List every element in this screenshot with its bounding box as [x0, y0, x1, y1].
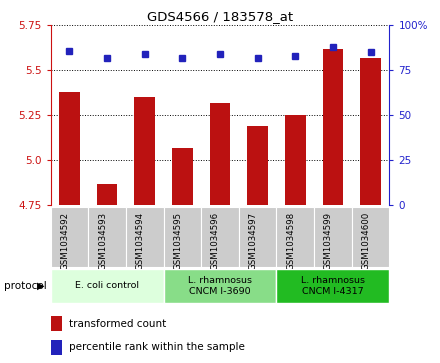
Bar — [352, 207, 389, 267]
Bar — [59, 92, 80, 205]
Text: GSM1034595: GSM1034595 — [173, 212, 182, 270]
Bar — [314, 207, 352, 267]
Text: GSM1034597: GSM1034597 — [249, 212, 258, 270]
Text: protocol: protocol — [4, 281, 47, 291]
Text: GSM1034594: GSM1034594 — [136, 212, 145, 270]
Title: GDS4566 / 183578_at: GDS4566 / 183578_at — [147, 10, 293, 23]
Bar — [201, 207, 239, 267]
Bar — [51, 269, 164, 303]
Bar — [323, 49, 343, 205]
Bar — [360, 58, 381, 205]
Text: GSM1034599: GSM1034599 — [324, 212, 333, 270]
Text: GSM1034596: GSM1034596 — [211, 212, 220, 270]
Bar — [285, 115, 306, 205]
Bar — [239, 207, 276, 267]
Text: E. coli control: E. coli control — [75, 281, 139, 290]
Bar — [88, 207, 126, 267]
Bar — [134, 97, 155, 205]
Bar — [164, 269, 276, 303]
Bar — [51, 339, 62, 355]
Text: GSM1034600: GSM1034600 — [362, 212, 370, 270]
Bar — [164, 207, 201, 267]
Bar — [51, 316, 62, 331]
Bar — [51, 207, 88, 267]
Text: L. rhamnosus
CNCM I-4317: L. rhamnosus CNCM I-4317 — [301, 276, 365, 295]
Text: percentile rank within the sample: percentile rank within the sample — [69, 342, 245, 352]
Text: L. rhamnosus
CNCM I-3690: L. rhamnosus CNCM I-3690 — [188, 276, 252, 295]
Bar — [126, 207, 164, 267]
Bar — [172, 148, 193, 205]
Text: GSM1034593: GSM1034593 — [98, 212, 107, 270]
Text: transformed count: transformed count — [69, 318, 166, 329]
Text: ▶: ▶ — [37, 281, 45, 291]
Text: GSM1034592: GSM1034592 — [60, 212, 70, 270]
Bar — [247, 126, 268, 205]
Bar — [209, 103, 231, 205]
Bar — [97, 184, 117, 205]
Bar — [276, 207, 314, 267]
Text: GSM1034598: GSM1034598 — [286, 212, 295, 270]
Bar — [276, 269, 389, 303]
